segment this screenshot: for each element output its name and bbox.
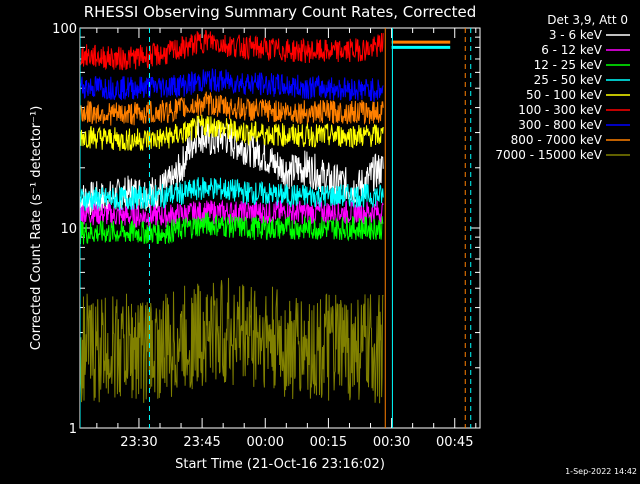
- legend-entry-label: 800 - 7000 keV: [511, 133, 603, 147]
- x-axis-label: Start Time (21-Oct-16 23:16:02): [175, 457, 385, 472]
- y-tick-label: 100: [52, 22, 77, 37]
- series-line: [80, 91, 384, 126]
- legend-entry-label: 12 - 25 keV: [534, 58, 603, 72]
- y-axis-label: Corrected Count Rate (s⁻¹ detector⁻¹): [29, 106, 44, 351]
- y-axis-label-text: Corrected Count Rate (s⁻¹ detector⁻¹): [29, 106, 44, 351]
- series-line: [80, 68, 384, 102]
- x-tick-label: 00:30: [373, 435, 410, 450]
- series-line: [80, 177, 384, 211]
- chart-title: RHESSI Observing Summary Count Rates, Co…: [84, 3, 477, 21]
- legend-title: Det 3,9, Att 0: [547, 13, 628, 27]
- legend-entry-label: 100 - 300 keV: [518, 103, 602, 117]
- footer-date: 1-Sep-2022 14:42: [565, 467, 637, 476]
- legend-entry-label: 6 - 12 keV: [541, 43, 603, 57]
- y-tick-label: 1: [69, 422, 77, 437]
- x-tick-label: 00:15: [310, 435, 347, 450]
- data-layer: [80, 28, 472, 428]
- series-line: [80, 114, 384, 151]
- x-tick-label: 23:30: [120, 435, 157, 450]
- series-line: [80, 29, 384, 71]
- legend-entry-label: 3 - 6 keV: [549, 28, 603, 42]
- x-tick-label: 23:45: [183, 435, 220, 450]
- legend-entry-label: 25 - 50 keV: [534, 73, 603, 87]
- plot-area: 100 10 1 23:30 23:45 00:00 00:15 00:30 00:45: [52, 22, 481, 450]
- legend-entry-label: 7000 - 15000 keV: [495, 148, 602, 162]
- legend-entry-label: 50 - 100 keV: [526, 88, 603, 102]
- series-line: [80, 277, 384, 404]
- y-tick-label: 10: [60, 222, 77, 237]
- legend-entry-label: 300 - 800 keV: [518, 118, 602, 132]
- x-tick-label: 00:00: [247, 435, 284, 450]
- series-line: [80, 211, 384, 245]
- x-tick-label: 00:45: [436, 435, 473, 450]
